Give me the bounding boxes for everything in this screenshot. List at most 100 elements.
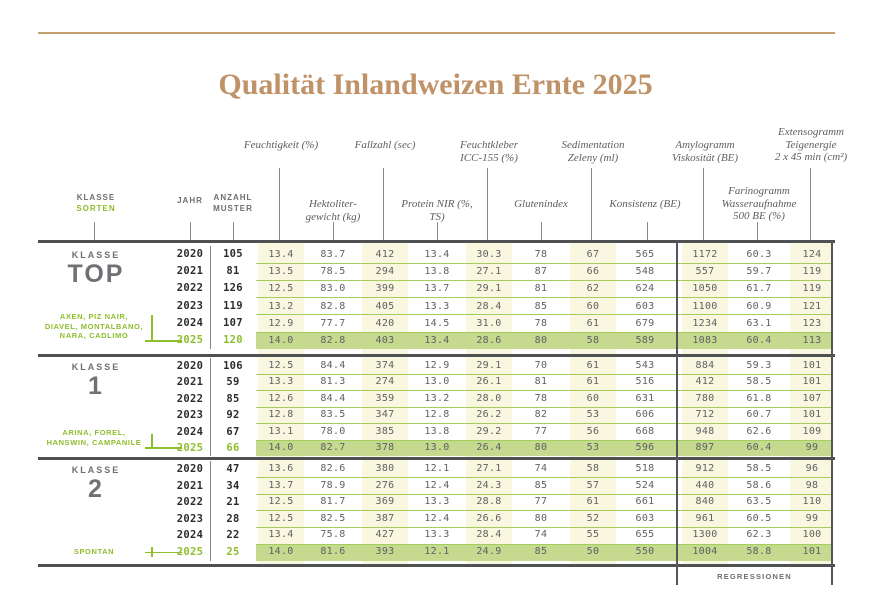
value-cell: 24.9 (476, 546, 502, 557)
value-cell: 412 (375, 249, 395, 260)
value-cell: 77 (534, 425, 548, 437)
value-cell: 596 (635, 442, 655, 453)
value-cell: 85 (534, 479, 548, 491)
value-cell: 119 (802, 266, 822, 278)
value-cell: 29.1 (476, 360, 502, 371)
value-cell: 420 (375, 317, 395, 329)
value-cell: 28.8 (476, 496, 502, 508)
value-cell: 60.7 (746, 409, 772, 421)
header-tick (190, 222, 191, 241)
value-cell: 80 (534, 442, 548, 453)
value-cell: 13.4 (268, 249, 294, 260)
value-cell: 13.7 (424, 283, 450, 295)
year-cell: 2022 (176, 392, 204, 405)
value-cell: 119 (802, 283, 822, 295)
value-cell: 60.3 (746, 249, 772, 260)
value-cell: 96 (805, 463, 819, 474)
value-cell: 1172 (692, 249, 718, 260)
value-cell: 13.0 (424, 442, 450, 453)
year-cell: 2020 (176, 360, 204, 372)
section-class-name-2: 2 (88, 475, 104, 503)
value-cell: 14.0 (268, 442, 294, 453)
col-header-protein: Protein NIR (%, TS) (401, 198, 473, 223)
header-guide-line (383, 168, 384, 241)
header-tick (647, 222, 648, 241)
value-cell: 82.8 (320, 300, 346, 312)
value-cell: 12.6 (268, 392, 294, 404)
value-cell: 53 (586, 409, 600, 421)
value-cell: 543 (635, 360, 655, 371)
col-header-amylogramm: Amylogramm Viskosität (BE) (671, 139, 739, 164)
value-cell: 440 (695, 479, 715, 491)
value-cell: 78.0 (320, 425, 346, 437)
value-cell: 82.6 (320, 463, 346, 474)
value-cell: 58 (586, 335, 600, 346)
value-cell: 67 (586, 249, 600, 260)
value-cell: 83.7 (320, 249, 346, 260)
value-cell: 13.7 (268, 479, 294, 491)
sample-count-cell: 21 (226, 496, 240, 509)
row-separator (256, 493, 833, 495)
header-jahr: JAHR (177, 196, 203, 205)
year-cell: 2023 (176, 409, 204, 422)
value-cell: 378 (375, 442, 395, 453)
sorten-bracket (151, 434, 153, 448)
highlight-2025-band (256, 440, 833, 457)
value-cell: 13.3 (268, 376, 294, 388)
sorten-bracket (151, 315, 153, 341)
value-cell: 124 (802, 249, 822, 260)
value-cell: 62.6 (746, 425, 772, 437)
value-cell: 82.5 (320, 512, 346, 524)
sample-count-cell: 67 (226, 425, 240, 438)
value-cell: 30.3 (476, 249, 502, 260)
section-rule (38, 564, 835, 567)
sample-count-cell: 119 (223, 299, 243, 312)
value-cell: 59.3 (746, 360, 772, 371)
value-cell: 60.9 (746, 300, 772, 312)
value-cell: 1083 (692, 335, 718, 346)
value-cell: 840 (695, 496, 715, 508)
value-cell: 84.4 (320, 392, 346, 404)
value-cell: 12.5 (268, 283, 294, 295)
value-cell: 81.6 (320, 546, 346, 557)
value-cell: 81 (534, 283, 548, 295)
value-cell: 13.6 (268, 463, 294, 474)
value-cell: 13.4 (268, 529, 294, 541)
value-cell: 12.9 (268, 317, 294, 329)
header-sorten: SORTEN (76, 203, 116, 213)
year-cell: 2025 (176, 442, 204, 454)
value-cell: 83.5 (320, 409, 346, 421)
value-cell: 99 (805, 442, 819, 453)
value-cell: 28.6 (476, 335, 502, 346)
value-cell: 29.2 (476, 425, 502, 437)
sample-count-cell: 81 (226, 265, 240, 278)
value-cell: 59.7 (746, 266, 772, 278)
value-cell: 1004 (692, 546, 718, 557)
value-cell: 101 (802, 376, 822, 388)
sample-count-cell: 66 (226, 442, 240, 454)
year-cell: 2022 (176, 282, 204, 295)
column-stripe (570, 243, 616, 565)
row-separator (256, 423, 833, 425)
col-header-sedimentation: Sedimentation Zeleny (ml) (561, 139, 625, 164)
value-cell: 123 (802, 317, 822, 329)
value-cell: 75.8 (320, 529, 346, 541)
sample-count-cell: 92 (226, 409, 240, 422)
section-rule (38, 354, 835, 357)
value-cell: 28.4 (476, 300, 502, 312)
value-cell: 82.7 (320, 442, 346, 453)
value-cell: 13.3 (424, 496, 450, 508)
value-cell: 1100 (692, 300, 718, 312)
sorten-bracket (145, 447, 182, 449)
sorten-list-klasse1: ARINA, FOREL, HANSWIN, CAMPANILE (46, 428, 142, 447)
value-cell: 81.3 (320, 376, 346, 388)
value-cell: 369 (375, 496, 395, 508)
value-cell: 347 (375, 409, 395, 421)
section-class-name-top: TOP (67, 260, 125, 288)
value-cell: 12.5 (268, 496, 294, 508)
header-anzahl-muster: ANZAHL MUSTER (213, 193, 253, 213)
value-cell: 13.4 (424, 335, 450, 346)
sample-count-cell: 107 (223, 316, 243, 329)
value-cell: 99 (805, 512, 819, 524)
value-cell: 405 (375, 300, 395, 312)
